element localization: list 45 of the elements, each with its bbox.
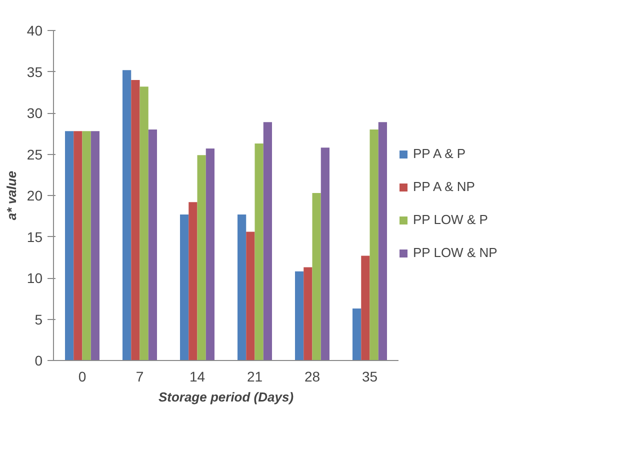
- bar: [82, 131, 91, 360]
- bar: [197, 155, 206, 360]
- bar: [370, 130, 378, 360]
- y-tick-label: 40: [26, 22, 43, 38]
- legend-label: PP LOW & P: [413, 212, 488, 227]
- bar: [312, 193, 321, 360]
- bar: [295, 271, 304, 360]
- bar: [65, 131, 74, 360]
- bar: [180, 214, 189, 360]
- y-tick-label: 20: [26, 188, 43, 204]
- y-tick-label: 15: [26, 228, 43, 245]
- bar: [140, 86, 148, 360]
- bar: [131, 80, 140, 360]
- x-tick-label: 28: [304, 368, 320, 384]
- x-tick-label: 35: [362, 368, 378, 384]
- x-tick-label: 0: [78, 368, 86, 384]
- bar: [148, 130, 157, 360]
- bar: [90, 131, 100, 360]
- bar: [246, 232, 255, 360]
- y-tick-label: 5: [34, 311, 43, 328]
- x-tick-label: 14: [189, 368, 206, 384]
- bar: [320, 148, 330, 360]
- y-tick-label: 0: [34, 352, 43, 368]
- bar: [122, 70, 132, 360]
- y-tick-label: 25: [26, 146, 43, 162]
- legend-label: PP A & NP: [413, 179, 475, 194]
- bar: [238, 214, 246, 360]
- y-axis-title: a* value: [4, 170, 19, 220]
- bar: [188, 202, 198, 360]
- bar: [263, 122, 272, 360]
- legend-label: PP LOW & NP: [413, 245, 498, 260]
- y-tick-label: 10: [26, 270, 43, 286]
- bar: [352, 308, 362, 360]
- legend-label: PP A & P: [413, 146, 466, 161]
- bar: [361, 256, 370, 360]
- bar: [378, 122, 387, 360]
- bar: [254, 144, 264, 360]
- x-tick-label: 21: [246, 368, 263, 384]
- y-tick-label: 30: [26, 105, 43, 121]
- y-tick-label: 35: [26, 64, 43, 80]
- x-axis-title: Storage period (Days): [158, 390, 294, 404]
- x-tick-label: 7: [136, 368, 144, 384]
- bar: [74, 131, 82, 360]
- bar: [206, 148, 214, 360]
- bar: [304, 267, 312, 360]
